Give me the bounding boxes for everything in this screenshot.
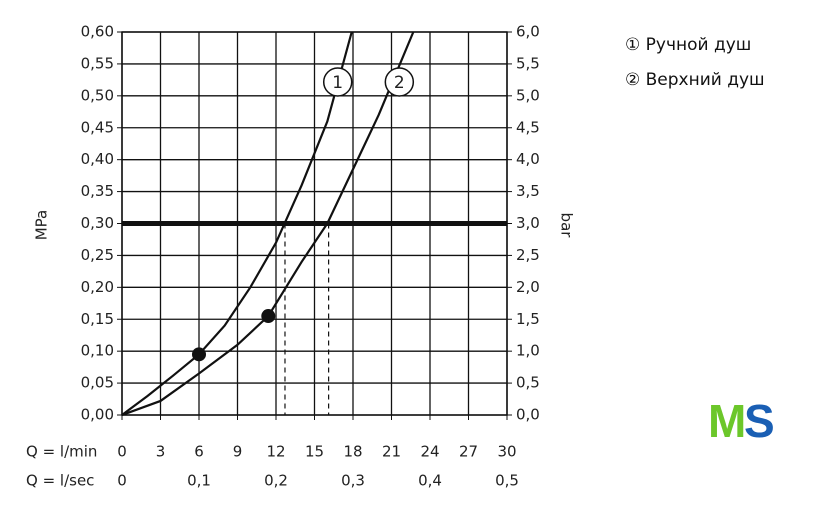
x2-tick-label: 0,5 — [495, 472, 519, 490]
y2-tick-label: 4,5 — [516, 118, 540, 136]
legend-entry: ② Верхний душ — [625, 70, 765, 90]
y-tick-label: 0,50 — [81, 86, 114, 104]
y-tick-label: 0,35 — [81, 182, 114, 200]
y2-tick-label: 1,0 — [516, 342, 540, 360]
y-tick-label: 0,05 — [81, 374, 114, 392]
curve-label: 2 — [394, 73, 405, 93]
x-tick-label: 9 — [233, 443, 243, 461]
y-axis-label: MPa — [33, 210, 51, 241]
x-tick-label: 3 — [156, 443, 166, 461]
x-tick-label: 0 — [117, 443, 127, 461]
y2-axis-label: bar — [558, 213, 576, 239]
x2-axis-label: Q = l/sec — [26, 472, 94, 490]
curve-label-circle — [322, 67, 353, 97]
x2-tick-label: 0,3 — [341, 472, 365, 490]
y2-tick-label: 6,0 — [516, 23, 540, 41]
y2-tick-label: 3,0 — [516, 214, 540, 232]
y-tick-label: 0,55 — [81, 54, 114, 72]
x-tick-label: 24 — [420, 443, 439, 461]
y-tick-label: 0,40 — [81, 150, 114, 168]
y2-tick-label: 5,5 — [516, 54, 540, 72]
logo-s: S — [744, 395, 775, 447]
x2-tick-label: 0,2 — [264, 472, 288, 490]
curve — [121, 31, 415, 417]
y2-tick-label: 0,0 — [516, 406, 540, 424]
x-tick-label: 6 — [194, 443, 204, 461]
x-tick-label: 30 — [497, 443, 516, 461]
y2-tick-label: 3,5 — [516, 182, 540, 200]
x2-tick-label: 0 — [117, 472, 127, 490]
legend-entry: ① Ручной душ — [625, 35, 751, 55]
y-tick-label: 0,25 — [81, 246, 114, 264]
y2-tick-label: 4,0 — [516, 150, 540, 168]
curve-label-circle — [384, 67, 415, 97]
y2-tick-label: 1,5 — [516, 310, 540, 328]
y2-tick-label: 2,5 — [516, 246, 540, 264]
x-tick-label: 18 — [343, 443, 362, 461]
curve — [121, 31, 353, 416]
y-tick-label: 0,60 — [81, 23, 114, 41]
x-tick-label: 27 — [459, 443, 478, 461]
y2-tick-label: 2,0 — [516, 278, 540, 296]
point-marker — [192, 347, 206, 362]
curve-label: 1 — [332, 73, 343, 93]
point-marker — [261, 309, 276, 324]
x-axis-label: Q = l/min — [26, 443, 97, 461]
y2-tick-label: 5,0 — [516, 86, 540, 104]
y-tick-label: 0,00 — [81, 406, 114, 424]
x2-tick-label: 0,4 — [418, 472, 442, 490]
y-tick-label: 0,30 — [81, 214, 114, 232]
y-tick-label: 0,45 — [81, 118, 114, 136]
y-tick-label: 0,20 — [81, 278, 114, 296]
y2-tick-label: 0,5 — [516, 374, 540, 392]
logo-m: M — [708, 395, 746, 447]
y-tick-label: 0,15 — [81, 310, 114, 328]
x-tick-label: 15 — [305, 443, 324, 461]
y-tick-label: 0,10 — [81, 342, 114, 360]
x-tick-label: 12 — [266, 443, 285, 461]
x-tick-label: 21 — [382, 443, 401, 461]
plot-frame — [121, 31, 508, 416]
x2-tick-label: 0,1 — [187, 472, 211, 490]
